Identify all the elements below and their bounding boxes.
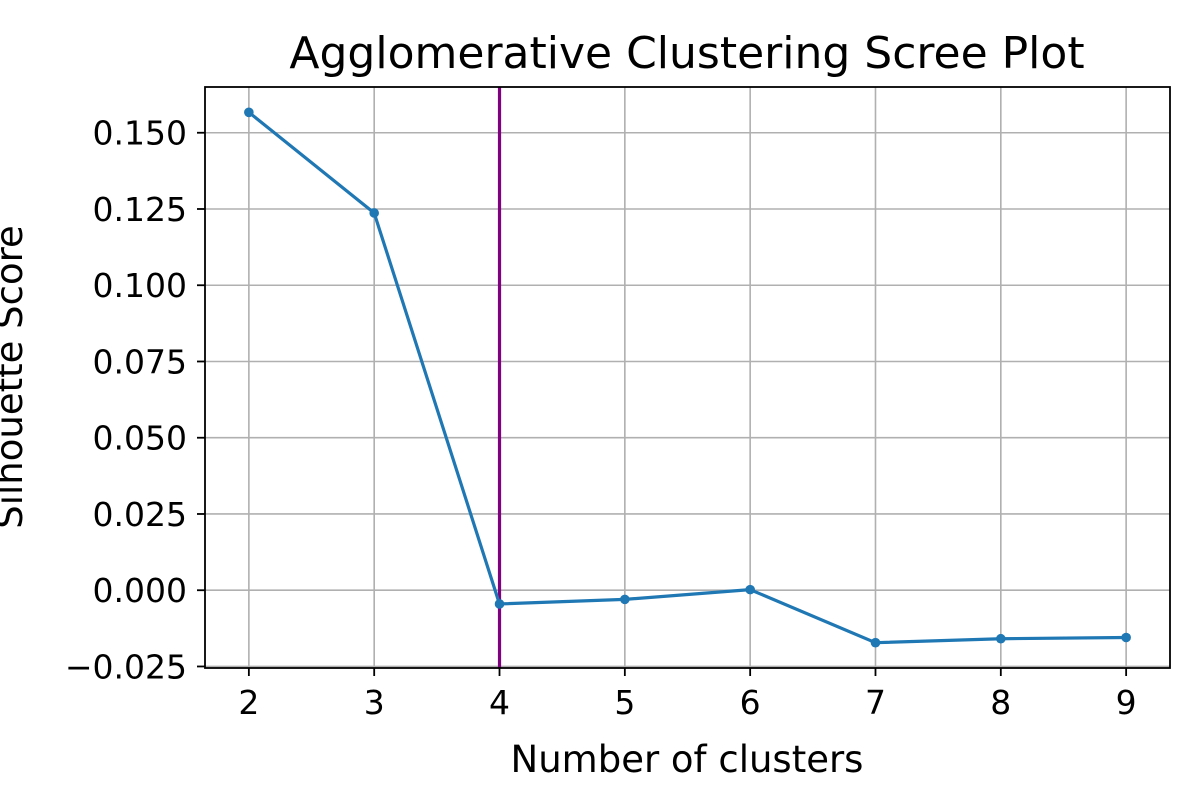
plot-frame: [204, 86, 1171, 669]
y-tick-label: 0.025: [93, 495, 187, 534]
y-ticks: −0.025 0.000 0.025 0.050 0.075 0.100 0.125 0.15…: [65, 114, 205, 686]
y-tick-label: 0.075: [93, 342, 187, 381]
series-layer: [244, 107, 1131, 648]
y-tick-label: 0.100: [93, 266, 187, 305]
chart-title: Agglomerative Clustering Scree Plot: [289, 28, 1084, 79]
axes: [204, 86, 1171, 669]
grid: [205, 87, 1170, 668]
x-tick-label: 9: [1116, 683, 1137, 722]
y-axis-label: Silhouette Score: [0, 225, 31, 529]
y-tick-label: 0.150: [93, 114, 187, 153]
x-tick-label: 8: [990, 683, 1011, 722]
y-tick-label: 0.050: [93, 419, 187, 458]
data-point: [1121, 632, 1131, 643]
data-point: [369, 208, 379, 218]
data-point: [996, 633, 1006, 644]
series-line: [247, 110, 1128, 645]
x-ticks: 2 3 4 5 6 7 8 9: [238, 668, 1137, 722]
y-tick-label: 0.125: [93, 190, 187, 229]
data-point: [620, 594, 630, 605]
x-tick-label: 3: [364, 683, 385, 722]
y-tick-label: −0.025: [65, 647, 187, 686]
x-tick-label: 5: [614, 683, 635, 722]
data-point: [745, 584, 755, 595]
y-tick-label: 0.000: [93, 571, 187, 610]
data-point: [870, 637, 881, 648]
x-tick-label: 7: [865, 683, 886, 722]
data-point: [494, 599, 505, 609]
data-point: [244, 107, 254, 118]
x-tick-label: 2: [238, 683, 259, 722]
x-tick-label: 6: [740, 683, 761, 722]
x-tick-label: 4: [489, 683, 510, 722]
x-axis-label: Number of clusters: [511, 738, 864, 781]
